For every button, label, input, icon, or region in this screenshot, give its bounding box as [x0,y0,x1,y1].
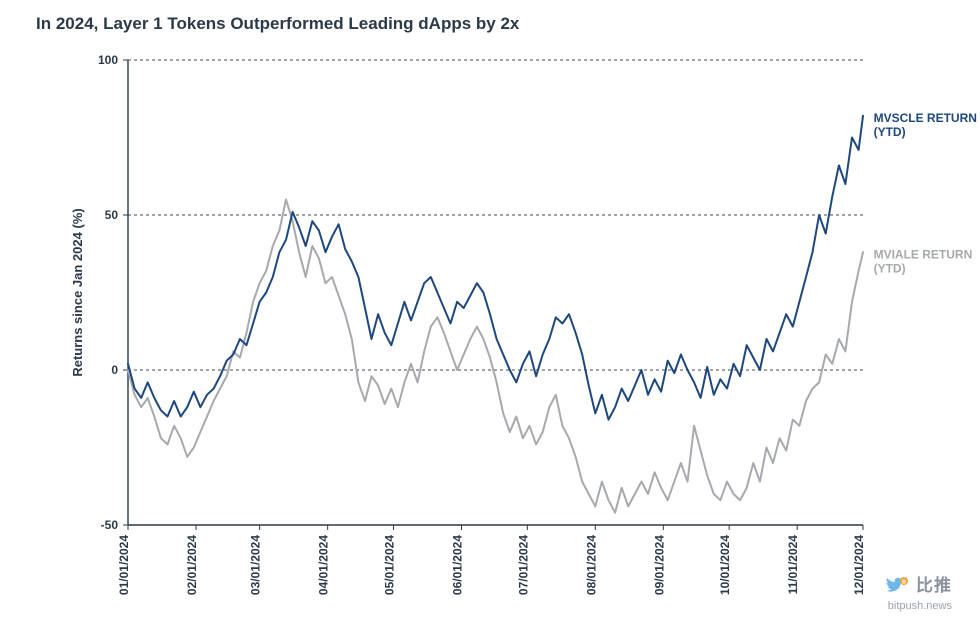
watermark-brand: 比推 [916,576,952,595]
x-tick-label: 10/01/2024 [718,535,732,595]
y-tick-label: 100 [98,53,118,67]
x-tick-label: 03/01/2024 [249,535,263,595]
x-tick-label: 08/01/2024 [584,535,598,595]
series-line [128,116,863,420]
y-tick-label: 50 [105,208,119,222]
series-label-sub: (YTD) [874,261,906,275]
x-tick-label: 09/01/2024 [652,535,666,595]
series-label: MVIALE RETURN [874,247,973,261]
bird-icon: B [885,577,909,599]
x-tick-label: 07/01/2024 [516,535,530,595]
chart-container: { "title": "In 2024, Layer 1 Tokens Outp… [0,0,980,625]
chart-plot: -50 0 50 100 01/01/2024 02/01/2024 03/01/2024 0… [68,50,980,600]
x-tick-label: 11/01/2024 [786,535,800,595]
x-tick-label: 02/01/2024 [185,535,199,595]
series-label: MVSCLE RETURN [874,111,977,125]
watermark: B 比推 bitpush.news [885,576,952,613]
x-tick-label: 12/01/2024 [852,535,866,595]
svg-text:B: B [902,580,906,586]
chart-title: In 2024, Layer 1 Tokens Outperformed Lea… [36,14,519,34]
x-tick-label: 01/01/2024 [117,535,131,595]
watermark-url: bitpush.news [888,600,952,612]
x-tick-label: 04/01/2024 [317,535,331,595]
y-axis-label: Returns since Jan 2024 (%) [70,208,85,376]
y-tick-label: -50 [101,518,119,532]
y-tick-label: 0 [111,363,118,377]
x-tick-label: 06/01/2024 [450,535,464,595]
x-tick-label: 05/01/2024 [382,535,396,595]
series-label-sub: (YTD) [874,125,906,139]
